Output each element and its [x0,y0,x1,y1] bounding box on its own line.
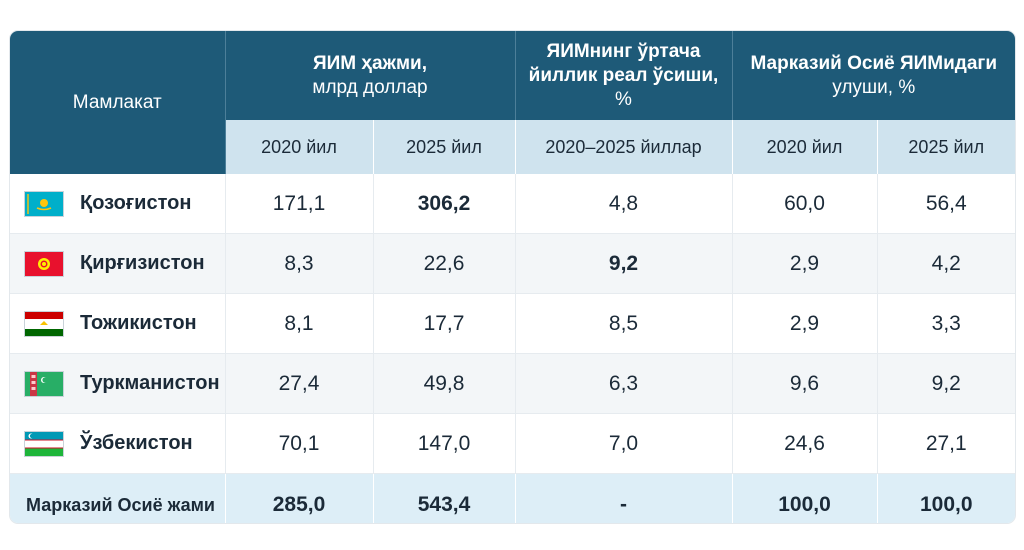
value-cell: 4,8 [515,174,733,234]
value-cell: 147,0 [373,413,516,474]
value-cell: 9,6 [732,353,878,414]
country-column-header: Мамлакат [10,31,226,174]
share-header-line2: улуши, % [832,76,916,98]
value-cell: 2,9 [732,233,878,294]
country-name: Ўзбекистон [80,432,193,454]
table-row: Қирғизистон 8,3 22,6 9,2 2,9 4,2 [10,233,1015,294]
gdp-growth-header-line1: ЯИМнинг ўртача [546,40,701,62]
country-cell: Қирғизистон [10,233,226,294]
gdp-growth-header: ЯИМнинг ўртача йиллик реал ўсиши, % [515,31,733,120]
subheader-growth-period: 2020–2025 йиллар [515,120,733,174]
gdp-volume-header-line2: млрд доллар [312,76,428,98]
gdp-volume-header: ЯИМ ҳажми, млрд доллар [225,31,516,120]
total-value-cell: 100,0 [732,473,878,523]
gdp-table: Мамлакат ЯИМ ҳажми, млрд доллар ЯИМнинг … [10,31,1015,523]
value-cell: 8,3 [225,233,374,294]
subheader-share-2020: 2020 йил [732,120,878,174]
value-cell: 24,6 [732,413,878,474]
table-row: Ўзбекистон 70,1 147,0 7,0 24,6 27,1 [10,413,1015,474]
gdp-growth-header-line2: йиллик реал ўсиши, [528,64,719,86]
subheader-gdp-2020: 2020 йил [225,120,374,174]
country-cell: Ўзбекистон [10,413,226,474]
total-label: Марказий Осиё жами [10,473,226,523]
value-cell: 56,4 [877,174,1015,234]
share-header-line1: Марказий Осиё ЯИМидаги [750,52,998,74]
value-cell: 8,1 [225,293,374,354]
value-cell: 3,3 [877,293,1015,354]
uzbekistan-flag-icon [24,430,64,457]
value-cell: 2,9 [732,293,878,354]
table-row: Тожикистон 8,1 17,7 8,5 2,9 3,3 [10,293,1015,354]
value-cell: 171,1 [225,174,374,234]
value-cell: 8,5 [515,293,733,354]
subheader-gdp-2025: 2025 йил [373,120,516,174]
value-cell: 9,2 [877,353,1015,414]
country-name: Туркманистон [80,372,220,394]
turkmenistan-flag-icon [24,370,64,397]
gdp-table-card: Мамлакат ЯИМ ҳажми, млрд доллар ЯИМнинг … [10,31,1015,523]
table-row: Туркманистон 27,4 49,8 6,3 9,6 9,2 [10,353,1015,414]
country-cell: Тожикистон [10,293,226,354]
tajikistan-flag-icon [24,310,64,337]
share-header: Марказий Осиё ЯИМидаги улуши, % [732,31,1015,120]
value-cell: 9,2 [515,233,733,294]
total-row: Марказий Осиё жами 285,0 543,4 - 100,0 1… [10,473,1015,523]
value-cell: 27,4 [225,353,374,414]
value-cell: 6,3 [515,353,733,414]
value-cell: 49,8 [373,353,516,414]
value-cell: 70,1 [225,413,374,474]
value-cell: 17,7 [373,293,516,354]
gdp-volume-header-line1: ЯИМ ҳажми, [312,52,428,74]
total-value-cell: 285,0 [225,473,374,523]
country-name: Қозоғистон [80,192,192,214]
subheader-share-2025: 2025 йил [877,120,1015,174]
value-cell: 60,0 [732,174,878,234]
table-row: Қозоғистон 171,1 306,2 4,8 60,0 56,4 [10,174,1015,234]
total-value-cell: 100,0 [877,473,1015,523]
total-value-cell: 543,4 [373,473,516,523]
total-value-cell: - [515,473,733,523]
value-cell: 27,1 [877,413,1015,474]
gdp-growth-header-line3: % [615,88,632,110]
value-cell: 7,0 [515,413,733,474]
country-name: Тожикистон [80,312,197,334]
kyrgyzstan-flag-icon [24,250,64,277]
value-cell: 306,2 [373,174,516,234]
country-name: Қирғизистон [80,252,205,274]
value-cell: 22,6 [373,233,516,294]
value-cell: 4,2 [877,233,1015,294]
country-cell: Қозоғистон [10,174,226,234]
country-cell: Туркманистон [10,353,226,414]
kazakhstan-flag-icon [24,190,64,217]
